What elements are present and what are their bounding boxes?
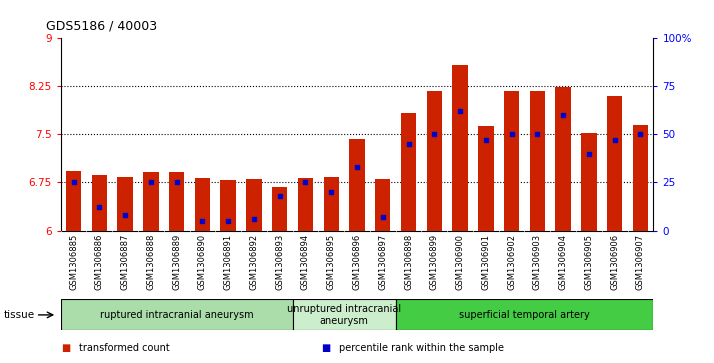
Bar (221, 180, 236, 231)
Text: GDS5186 / 40003: GDS5186 / 40003 (46, 20, 158, 33)
Text: transformed count: transformed count (79, 343, 169, 353)
Text: GSM1306901: GSM1306901 (481, 234, 491, 290)
Text: GSM1306887: GSM1306887 (121, 234, 130, 290)
Bar (349, 139, 365, 231)
Text: GSM1306900: GSM1306900 (456, 234, 465, 290)
Bar (607, 96, 623, 231)
Text: ruptured intracranial aneurysm: ruptured intracranial aneurysm (100, 310, 253, 320)
Bar (453, 65, 468, 231)
Text: GSM1306903: GSM1306903 (533, 234, 542, 290)
Bar (633, 125, 648, 231)
Bar (272, 187, 288, 231)
Text: GSM1306886: GSM1306886 (95, 234, 104, 290)
Text: GSM1306889: GSM1306889 (172, 234, 181, 290)
Text: percentile rank within the sample: percentile rank within the sample (339, 343, 504, 353)
Text: GSM1306899: GSM1306899 (430, 234, 439, 290)
Text: GSM1306891: GSM1306891 (223, 234, 233, 290)
Bar (530, 91, 545, 231)
Text: GSM1306892: GSM1306892 (249, 234, 258, 290)
Bar (298, 178, 313, 231)
Bar (401, 113, 416, 231)
Bar (396, 299, 653, 330)
Text: GSM1306893: GSM1306893 (275, 234, 284, 290)
Text: GSM1306904: GSM1306904 (558, 234, 568, 290)
Bar (143, 171, 159, 231)
Bar (91, 175, 107, 231)
Text: GSM1306897: GSM1306897 (378, 234, 387, 290)
Text: superficial temporal artery: superficial temporal artery (459, 310, 590, 320)
Text: unruptured intracranial
aneurysm: unruptured intracranial aneurysm (287, 304, 401, 326)
Text: GSM1306905: GSM1306905 (584, 234, 593, 290)
Bar (504, 91, 519, 231)
Bar (375, 179, 391, 231)
Text: GSM1306907: GSM1306907 (636, 234, 645, 290)
Text: GSM1306890: GSM1306890 (198, 234, 207, 290)
Text: GSM1306888: GSM1306888 (146, 234, 156, 290)
Bar (66, 171, 81, 231)
Text: GSM1306906: GSM1306906 (610, 234, 619, 290)
Text: GSM1306894: GSM1306894 (301, 234, 310, 290)
Bar (581, 133, 597, 231)
Bar (323, 177, 339, 231)
Text: GSM1306885: GSM1306885 (69, 234, 78, 290)
Bar (246, 179, 261, 231)
Bar (293, 299, 396, 330)
Bar (117, 177, 133, 231)
Bar (195, 178, 210, 231)
Text: tissue: tissue (4, 310, 35, 320)
Bar (61, 299, 293, 330)
Text: ■: ■ (321, 343, 331, 353)
Text: GSM1306902: GSM1306902 (507, 234, 516, 290)
Text: GSM1306895: GSM1306895 (327, 234, 336, 290)
Bar (426, 91, 442, 231)
Bar (555, 87, 571, 231)
Bar (169, 171, 184, 231)
Text: ■: ■ (61, 343, 70, 353)
Text: GSM1306896: GSM1306896 (353, 234, 361, 290)
Text: GSM1306898: GSM1306898 (404, 234, 413, 290)
Bar (478, 126, 493, 231)
